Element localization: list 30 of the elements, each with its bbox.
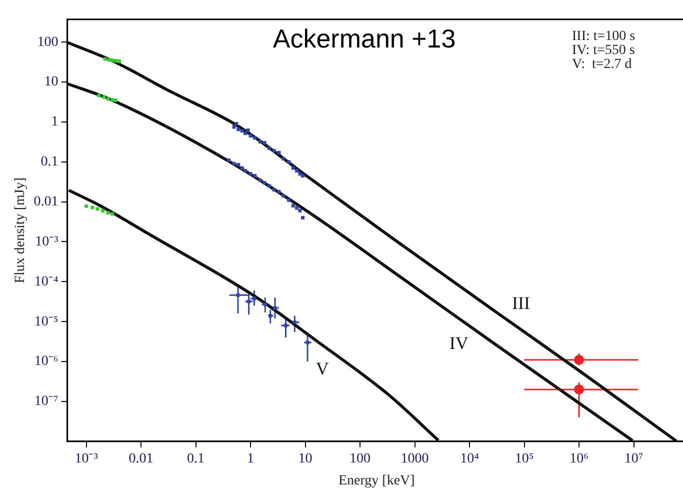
y-tick-label: 10⁻⁷ — [34, 394, 58, 410]
y-tick-label: 10⁻⁶ — [34, 354, 58, 370]
x-tick-label: 10⁻³ — [74, 451, 98, 466]
x-tick-label: 0.01 — [128, 451, 154, 466]
chart-title: Ackermann +13 — [272, 24, 456, 54]
y-tick-label: 10⁻⁵ — [34, 314, 58, 330]
series-label: IV — [449, 333, 468, 354]
y-tick-label: 0.1 — [40, 154, 58, 170]
y-tick-label: 100 — [37, 34, 58, 50]
y-axis-title: Flux density [mJy] — [13, 178, 28, 284]
y-tick-label: 10⁻³ — [35, 234, 58, 250]
y-tick-label: 10 — [44, 74, 58, 90]
x-tick-label: 0.1 — [187, 451, 205, 466]
y-tick-label: 0.01 — [34, 194, 58, 210]
x-tick-label: 10⁶ — [570, 451, 589, 466]
y-tick-label: 10⁻⁴ — [34, 274, 58, 290]
y-tick-label: 1 — [51, 114, 58, 130]
x-tick-label: 100 — [350, 451, 371, 466]
x-tick-label: 1000 — [400, 451, 429, 466]
series-label: V — [316, 358, 329, 378]
x-tick-label: 10⁵ — [514, 451, 534, 466]
x-tick-label: 1 — [247, 451, 254, 466]
annotation: IV: t=550 s — [572, 43, 635, 58]
x-tick-label: 10⁴ — [460, 451, 480, 466]
annotation: V: t=2.7 d — [572, 57, 632, 72]
x-axis-title: Energy [keV] — [338, 473, 415, 488]
x-tick-label: 10 — [298, 451, 312, 466]
annotation: III: t=100 s — [572, 29, 636, 44]
series-label: III — [512, 292, 530, 313]
x-tick-label: 10⁷ — [624, 451, 644, 466]
